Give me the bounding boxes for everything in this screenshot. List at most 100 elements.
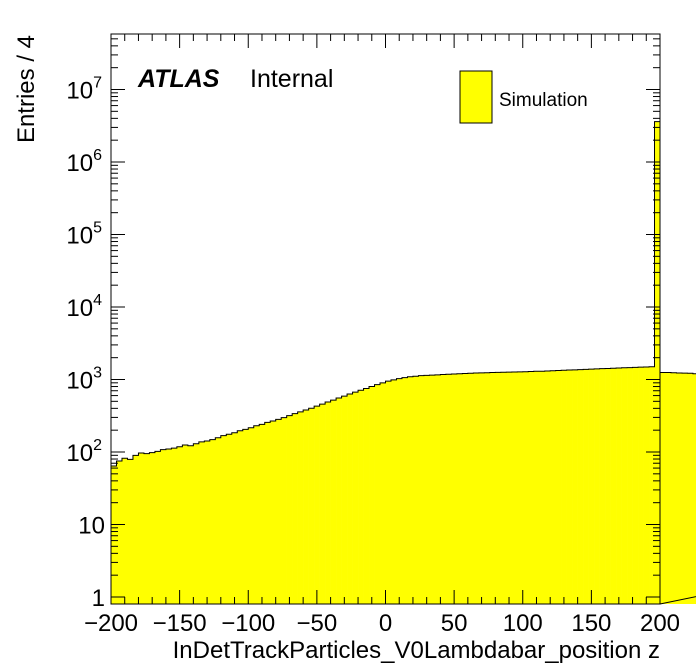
histogram-bar	[303, 409, 309, 604]
histogram-bar	[451, 374, 458, 604]
histogram-bar	[429, 375, 436, 604]
y-tick-label: 105	[66, 220, 102, 250]
histogram-bar	[286, 415, 293, 604]
histogram-bar	[275, 419, 282, 604]
histogram-bar	[116, 461, 123, 604]
histogram-bar	[533, 371, 540, 604]
histogram-bar	[297, 411, 304, 604]
histogram-bar	[517, 371, 524, 604]
y-tick-label: 107	[66, 75, 102, 105]
histogram-bar	[500, 372, 507, 604]
histogram-bar	[462, 373, 469, 604]
histogram-bar	[319, 404, 326, 604]
histogram-bar	[528, 371, 535, 604]
histogram-bar	[231, 432, 238, 604]
histogram-bar	[292, 413, 298, 604]
histogram-bar	[440, 374, 447, 604]
histogram-bar	[638, 367, 644, 604]
y-axis-ticks	[111, 38, 660, 598]
histogram-bar	[363, 388, 370, 604]
legend: Simulation	[459, 70, 588, 124]
histogram-bar	[407, 376, 414, 604]
histogram-bar	[390, 379, 397, 604]
y-tick-label: 10	[78, 513, 105, 540]
histogram-bar	[308, 408, 315, 604]
x-tick-label: −100	[221, 610, 275, 637]
histogram-bar	[237, 430, 244, 604]
histogram-bar	[692, 373, 696, 604]
histogram-bar	[610, 368, 617, 604]
histogram-bar	[204, 440, 211, 604]
histogram-bar	[336, 398, 342, 604]
histogram-bar	[259, 424, 266, 604]
histogram-bar	[182, 444, 189, 604]
histogram-bar	[434, 374, 441, 604]
histogram-bar	[654, 121, 661, 605]
histogram-bar	[594, 368, 600, 604]
histogram-bar	[627, 367, 633, 604]
histogram-bar	[111, 466, 117, 604]
histogram-bar	[242, 429, 249, 604]
histogram-bar	[681, 373, 688, 604]
histogram-bar	[330, 400, 337, 604]
y-tick-label: 1	[92, 585, 105, 612]
histogram-bar	[187, 445, 194, 604]
histogram-bar	[193, 443, 200, 604]
x-axis-ticks	[110, 34, 661, 604]
histogram-bar	[143, 453, 150, 604]
histogram-bar	[616, 368, 622, 604]
histogram-bar	[484, 372, 491, 604]
histogram-bar	[418, 375, 425, 604]
histogram-bar	[149, 452, 156, 604]
histogram-bar	[687, 373, 694, 604]
histogram-bar	[374, 384, 381, 604]
histogram-bar	[649, 366, 655, 604]
histogram-bar	[456, 373, 463, 604]
legend-entry-simulation: Simulation	[499, 90, 588, 111]
histogram-bar	[325, 401, 331, 604]
histogram-bar	[588, 369, 595, 604]
histogram-bar	[561, 370, 567, 604]
x-axis-tick-labels: −200 −150 −100 −50 0 50 100 150 200	[84, 610, 680, 637]
histogram-bar	[198, 441, 205, 604]
x-tick-label: 100	[503, 610, 543, 637]
histogram-bar	[495, 372, 502, 604]
histogram-bar	[341, 396, 348, 604]
histogram-bar	[539, 371, 546, 604]
histogram-bar	[522, 371, 529, 604]
histogram-bar	[132, 455, 139, 604]
legend-swatch	[459, 70, 493, 124]
x-tick-label: −150	[153, 610, 207, 637]
y-tick-label: 106	[66, 147, 102, 177]
histogram-bar	[385, 381, 392, 604]
histogram-bar	[670, 372, 677, 604]
histogram-bar	[660, 372, 666, 604]
histogram-bar	[358, 390, 364, 604]
histogram-bar	[165, 448, 172, 604]
x-tick-label: 200	[640, 610, 680, 637]
histogram-bar	[583, 369, 589, 604]
x-axis-label: InDetTrackParticles_V0Lambdabar_position…	[173, 637, 660, 664]
histogram-bar	[264, 422, 271, 604]
x-tick-label: 150	[571, 610, 611, 637]
histogram-bar	[314, 406, 320, 604]
histogram-bar	[550, 370, 556, 604]
y-tick-label: 103	[66, 365, 102, 395]
histogram-bar	[566, 370, 573, 604]
histogram-bars	[110, 121, 696, 605]
histogram-bar	[248, 427, 255, 604]
histogram-bar	[176, 446, 183, 604]
y-axis-tick-labels: 1 10 102 103 104 105 106 107	[66, 75, 105, 613]
histogram-bar	[380, 382, 386, 604]
histogram-bar	[412, 376, 419, 604]
y-axis-label: Entries / 4	[13, 35, 40, 143]
histogram-bar	[127, 459, 134, 604]
x-tick-label: −50	[297, 610, 338, 637]
histogram-bar	[369, 386, 375, 604]
x-tick-label: 50	[441, 610, 468, 637]
histogram-bar	[281, 417, 287, 604]
histogram-bar	[215, 437, 222, 604]
histogram-bar	[209, 439, 216, 604]
histogram-bar	[572, 369, 578, 604]
